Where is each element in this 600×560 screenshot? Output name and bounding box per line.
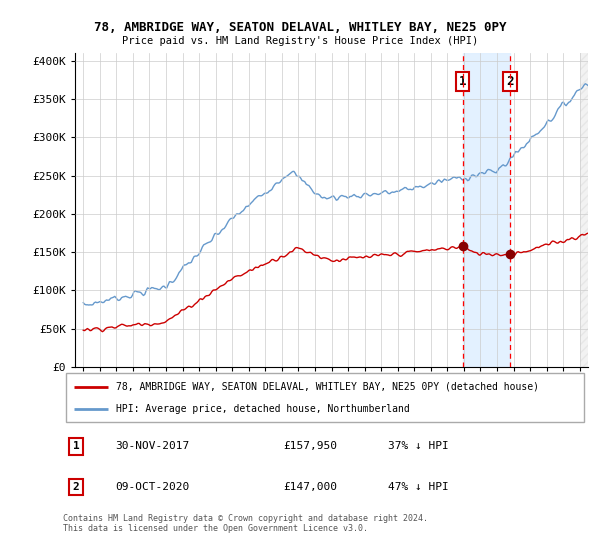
Text: 09-OCT-2020: 09-OCT-2020 — [115, 482, 190, 492]
Text: HPI: Average price, detached house, Northumberland: HPI: Average price, detached house, Nort… — [115, 404, 409, 414]
Text: 37% ↓ HPI: 37% ↓ HPI — [389, 441, 449, 451]
Text: 30-NOV-2017: 30-NOV-2017 — [115, 441, 190, 451]
Bar — [580, 53, 588, 367]
Text: Price paid vs. HM Land Registry's House Price Index (HPI): Price paid vs. HM Land Registry's House … — [122, 36, 478, 46]
Text: 78, AMBRIDGE WAY, SEATON DELAVAL, WHITLEY BAY, NE25 0PY (detached house): 78, AMBRIDGE WAY, SEATON DELAVAL, WHITLE… — [115, 381, 539, 391]
Text: 1: 1 — [459, 75, 466, 88]
Bar — [580, 53, 588, 367]
Text: 1: 1 — [73, 441, 79, 451]
Text: £157,950: £157,950 — [284, 441, 337, 451]
Text: 2: 2 — [506, 75, 514, 88]
Text: Contains HM Land Registry data © Crown copyright and database right 2024.
This d: Contains HM Land Registry data © Crown c… — [63, 514, 428, 534]
Text: £147,000: £147,000 — [284, 482, 337, 492]
Text: 78, AMBRIDGE WAY, SEATON DELAVAL, WHITLEY BAY, NE25 0PY: 78, AMBRIDGE WAY, SEATON DELAVAL, WHITLE… — [94, 21, 506, 34]
FancyBboxPatch shape — [65, 374, 584, 422]
Bar — [463, 53, 510, 367]
Text: 47% ↓ HPI: 47% ↓ HPI — [389, 482, 449, 492]
Text: 2: 2 — [73, 482, 79, 492]
